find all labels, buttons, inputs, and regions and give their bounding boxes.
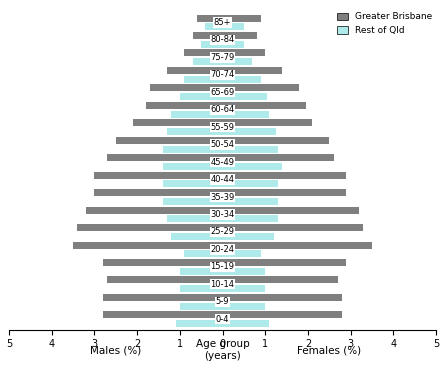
Text: 15-19: 15-19 <box>210 262 235 271</box>
Text: 50-54: 50-54 <box>210 140 235 149</box>
Bar <box>163 163 222 170</box>
Bar <box>222 285 265 292</box>
Bar <box>116 137 222 144</box>
Bar <box>150 85 222 91</box>
Bar <box>222 276 338 283</box>
Bar <box>175 320 222 327</box>
Text: Males (%): Males (%) <box>90 345 142 356</box>
Bar <box>222 303 265 310</box>
Text: Age group
(years): Age group (years) <box>196 339 249 361</box>
Bar <box>222 85 299 91</box>
Bar <box>222 23 244 30</box>
Text: 85+: 85+ <box>214 18 231 27</box>
Text: 10-14: 10-14 <box>210 280 235 289</box>
Bar <box>222 102 306 109</box>
Bar <box>167 215 222 222</box>
Bar <box>222 76 261 83</box>
Bar <box>133 119 222 126</box>
Bar <box>222 320 270 327</box>
Text: 70-74: 70-74 <box>210 70 235 79</box>
Bar <box>163 198 222 205</box>
Bar <box>222 14 261 22</box>
Text: 0-4: 0-4 <box>216 315 229 324</box>
Bar <box>184 76 222 83</box>
Bar <box>222 119 312 126</box>
Bar <box>222 41 244 48</box>
Text: 60-64: 60-64 <box>210 105 235 114</box>
Bar <box>222 146 278 152</box>
Bar <box>180 93 222 100</box>
Bar <box>197 14 222 22</box>
Bar <box>222 67 282 74</box>
Bar <box>222 241 372 249</box>
Bar <box>222 163 282 170</box>
Bar <box>163 180 222 188</box>
Bar <box>222 137 329 144</box>
Bar <box>222 198 278 205</box>
Legend: Greater Brisbane, Rest of Qld: Greater Brisbane, Rest of Qld <box>333 9 436 39</box>
Bar <box>146 102 222 109</box>
Bar <box>180 268 222 275</box>
Text: 5-9: 5-9 <box>216 297 229 306</box>
Text: 45-49: 45-49 <box>210 158 235 167</box>
Bar <box>180 285 222 292</box>
Text: 55-59: 55-59 <box>210 123 235 132</box>
Bar <box>94 189 223 196</box>
Bar <box>222 312 342 318</box>
Bar <box>222 32 257 39</box>
Bar <box>94 172 223 179</box>
Bar <box>184 250 222 257</box>
Text: 40-44: 40-44 <box>210 175 235 184</box>
Bar <box>222 93 267 100</box>
Bar <box>222 58 252 65</box>
Bar <box>184 50 222 56</box>
Text: 75-79: 75-79 <box>210 53 235 62</box>
Bar <box>103 312 222 318</box>
Bar <box>201 41 222 48</box>
Bar <box>222 172 346 179</box>
Bar <box>86 207 222 214</box>
Bar <box>222 207 359 214</box>
Bar <box>103 259 222 266</box>
Text: 25-29: 25-29 <box>210 227 235 236</box>
Bar <box>222 250 261 257</box>
Bar <box>222 294 342 301</box>
Bar <box>167 128 222 135</box>
Text: 65-69: 65-69 <box>210 88 235 97</box>
Text: Females (%): Females (%) <box>297 345 361 356</box>
Bar <box>222 189 346 196</box>
Bar <box>222 259 346 266</box>
Bar <box>222 233 274 240</box>
Bar <box>222 215 278 222</box>
Bar <box>222 224 364 231</box>
Bar <box>73 241 222 249</box>
Bar <box>171 111 222 117</box>
Bar <box>167 67 222 74</box>
Text: 30-34: 30-34 <box>210 210 235 219</box>
Bar <box>107 154 222 161</box>
Bar <box>222 180 278 188</box>
Bar <box>193 32 222 39</box>
Text: 20-24: 20-24 <box>210 245 235 254</box>
Bar <box>222 268 265 275</box>
Bar <box>103 294 222 301</box>
Bar <box>222 128 276 135</box>
Bar <box>77 224 222 231</box>
Bar <box>222 154 334 161</box>
Bar <box>206 23 222 30</box>
Bar <box>222 50 265 56</box>
Bar <box>107 276 222 283</box>
Bar <box>171 233 222 240</box>
Bar <box>180 303 222 310</box>
Bar <box>163 146 222 152</box>
Text: 80-84: 80-84 <box>210 35 235 44</box>
Bar <box>222 111 270 117</box>
Text: 35-39: 35-39 <box>210 193 235 202</box>
Bar <box>193 58 222 65</box>
